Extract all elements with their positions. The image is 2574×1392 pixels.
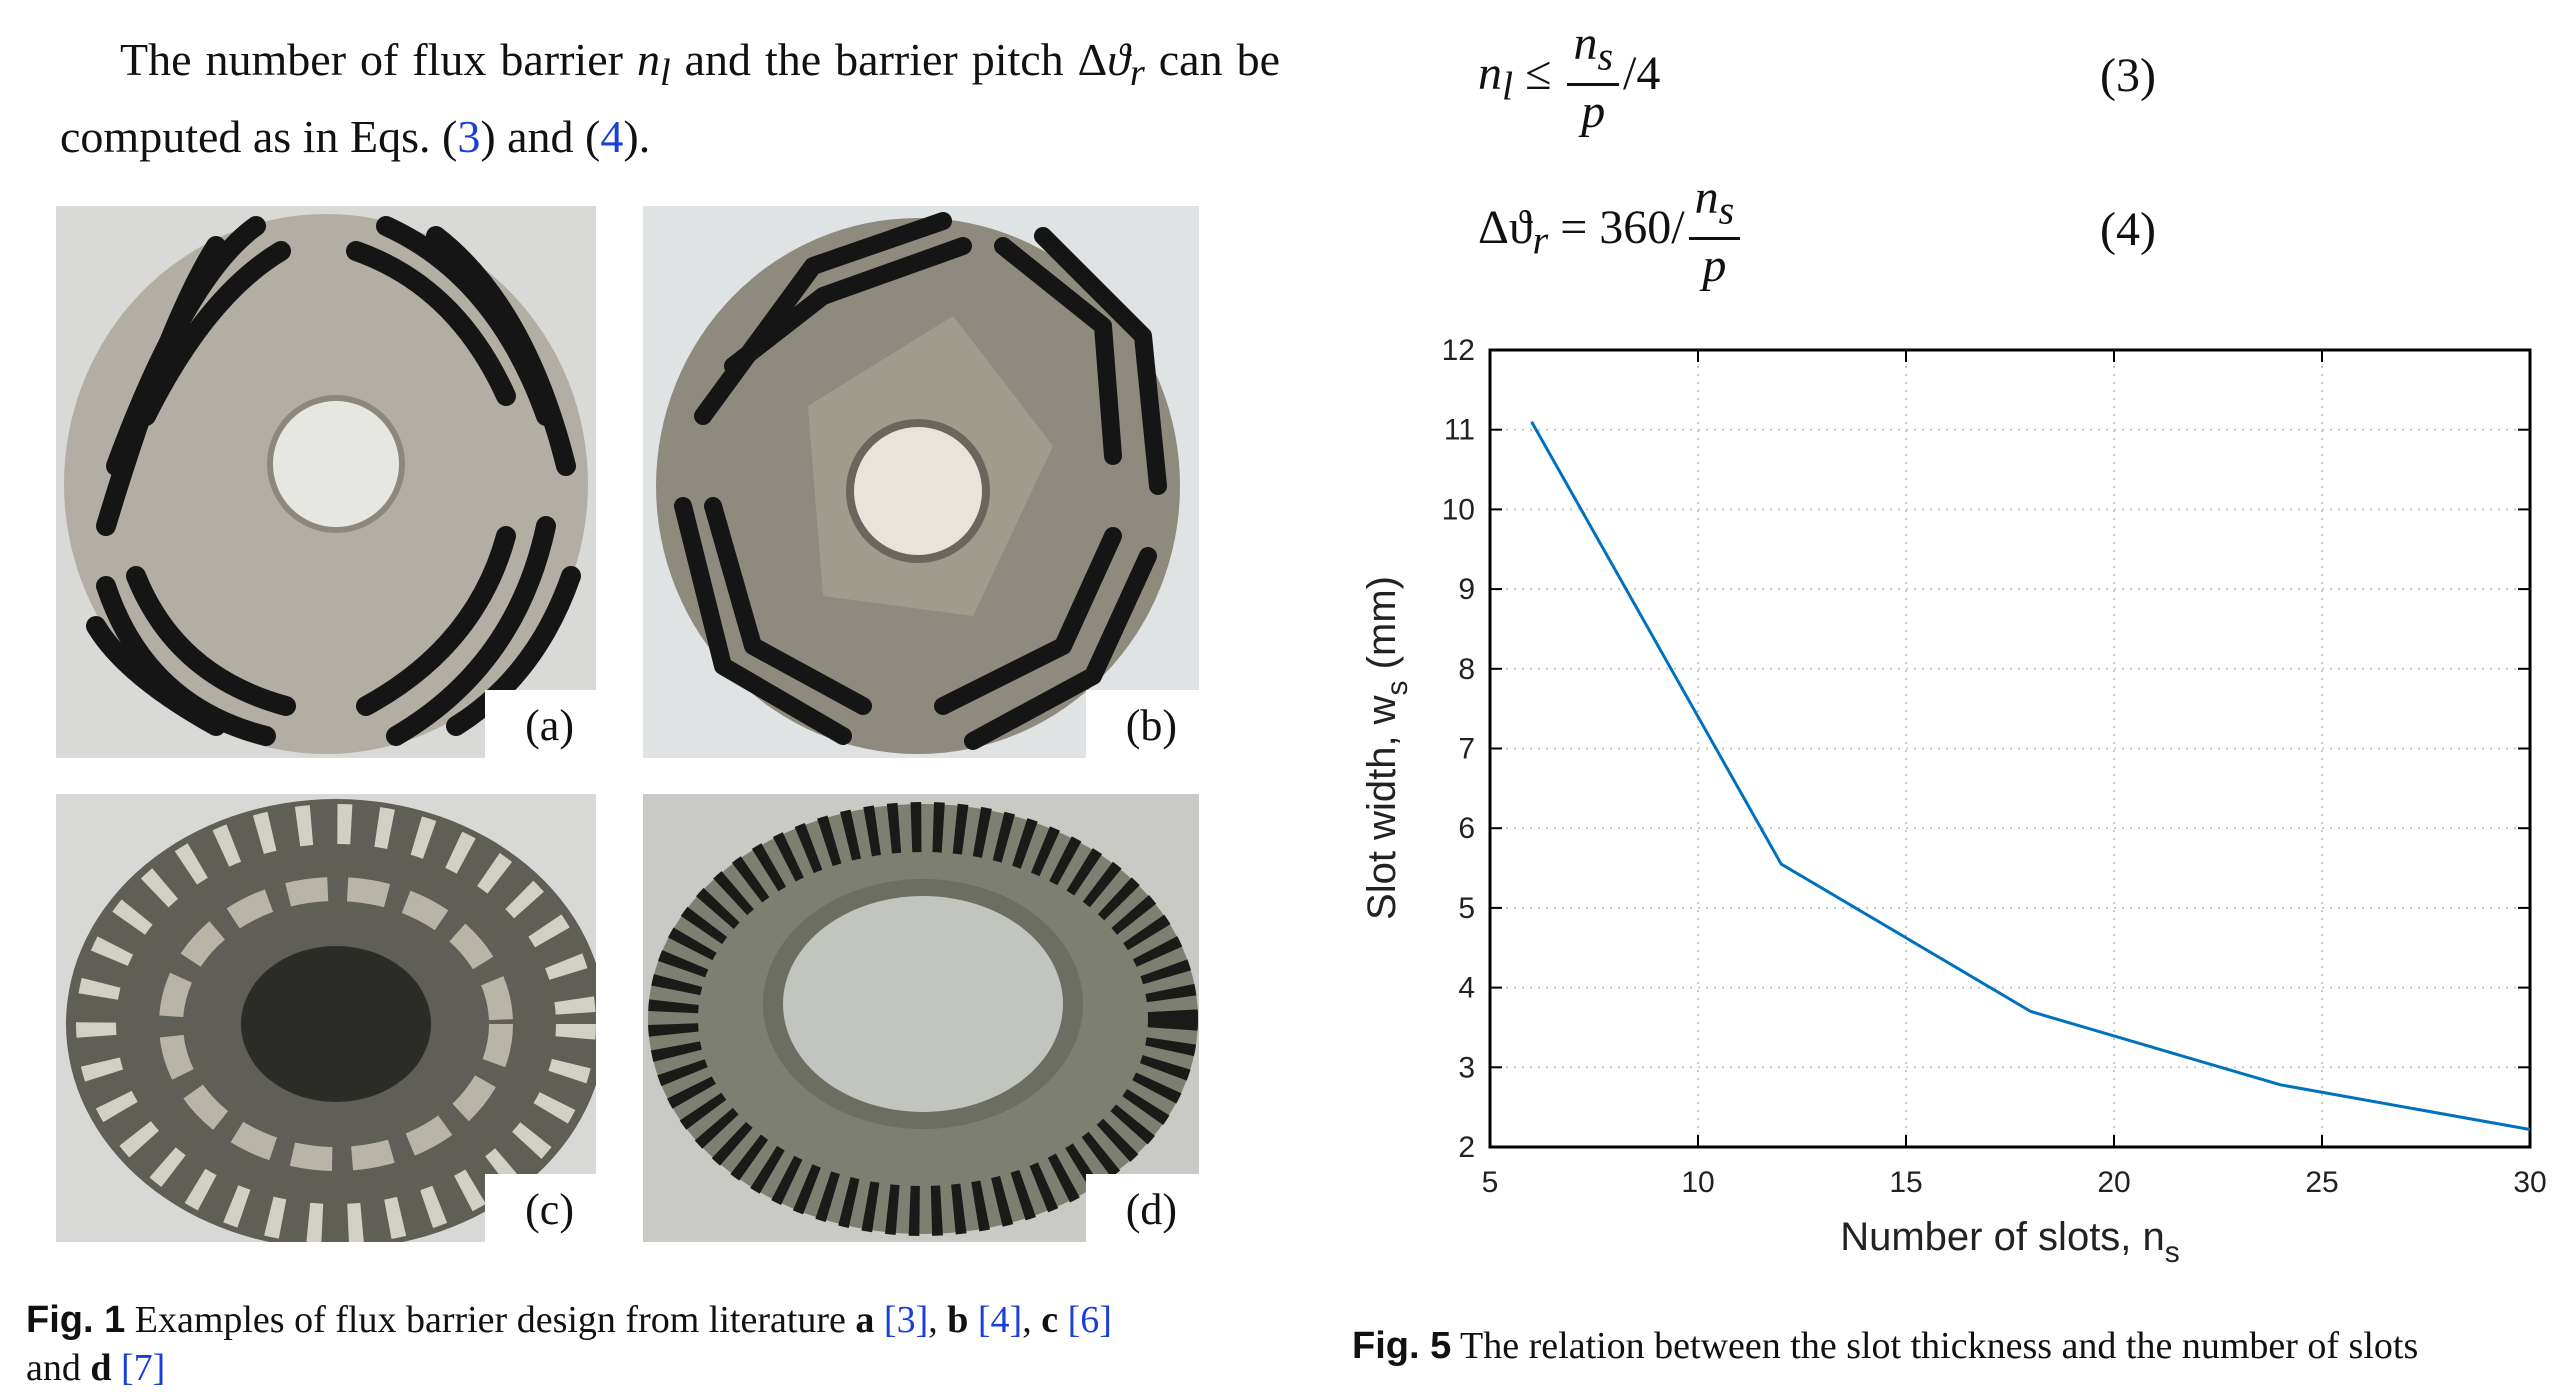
x-tick-label: 5 xyxy=(1482,1166,1499,1199)
chart-ticks: 5 10 15 20 25 30 2 3 4 5 6 7 8 9 10 11 12 xyxy=(1442,334,2547,1199)
chart-grid xyxy=(1490,350,2530,1147)
ref-4-link[interactable]: [4] xyxy=(978,1299,1022,1341)
rotor-b-illustration xyxy=(643,206,1199,758)
photo-label-a: (a) xyxy=(485,690,596,758)
x-tick-label: 25 xyxy=(2305,1166,2338,1199)
y-tick-label: 11 xyxy=(1444,414,1475,447)
y-tick-label: 8 xyxy=(1458,653,1475,686)
y-tick-label: 4 xyxy=(1458,972,1475,1005)
rotor-photo-a: (a) xyxy=(56,206,596,758)
rotor-photo-c: (c) xyxy=(56,794,596,1242)
photo-label-d: (d) xyxy=(1086,1174,1199,1242)
slot-width-chart: 5 10 15 20 25 30 2 3 4 5 6 7 8 9 10 11 12 Number of slot… xyxy=(1340,325,2550,1285)
y-tick-label: 7 xyxy=(1458,733,1475,766)
y-tick-label: 12 xyxy=(1442,334,1475,367)
x-tick-label: 30 xyxy=(2513,1166,2546,1199)
eq4-link[interactable]: 4 xyxy=(600,111,623,162)
fig5-tag: Fig. 5 xyxy=(1352,1325,1451,1367)
eq3-link[interactable]: 3 xyxy=(457,111,480,162)
y-tick-label: 6 xyxy=(1458,812,1475,845)
equation-4-number: (4) xyxy=(2100,202,2156,257)
series-line xyxy=(1532,422,2530,1130)
y-tick-label: 5 xyxy=(1458,892,1475,925)
rotor-photo-b: (b) xyxy=(643,206,1199,758)
y-tick-label: 10 xyxy=(1442,493,1475,526)
x-axis-label: Number of slots, ns xyxy=(1840,1215,2180,1269)
photo-label-c: (c) xyxy=(485,1174,596,1242)
y-tick-label: 9 xyxy=(1458,573,1475,606)
fig1-caption: Fig. 1 Examples of flux barrier design f… xyxy=(26,1296,1246,1392)
equation-3: nl ≤ ns p/4 xyxy=(1478,18,1660,138)
y-tick-label: 2 xyxy=(1458,1131,1475,1164)
fig1-tag: Fig. 1 xyxy=(26,1299,125,1341)
rotor-a-illustration xyxy=(56,206,596,758)
photo-label-b: (b) xyxy=(1086,690,1199,758)
x-tick-label: 20 xyxy=(2097,1166,2130,1199)
ref-7-link[interactable]: [7] xyxy=(121,1347,165,1389)
equation-4: Δϑr = 360/ns p xyxy=(1478,172,1744,292)
equation-3-number: (3) xyxy=(2100,48,2156,103)
ref-3-link[interactable]: [3] xyxy=(884,1299,928,1341)
y-tick-label: 3 xyxy=(1458,1051,1475,1084)
ref-6-link[interactable]: [6] xyxy=(1068,1299,1112,1341)
intro-paragraph: The number of flux barrier nl and the ba… xyxy=(60,28,1280,168)
rotor-photo-d: (d) xyxy=(643,794,1199,1242)
x-tick-label: 10 xyxy=(1681,1166,1714,1199)
fig5-caption: Fig. 5 The relation between the slot thi… xyxy=(1352,1322,2562,1370)
y-axis-label: Slot width, ws (mm) xyxy=(1360,576,1414,920)
x-tick-label: 15 xyxy=(1889,1166,1922,1199)
